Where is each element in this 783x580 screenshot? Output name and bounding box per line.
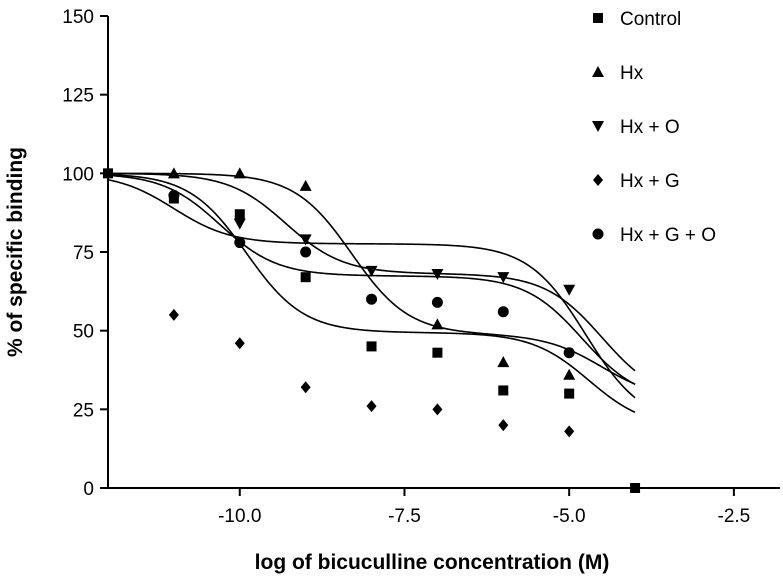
legend-marker-hx-g-o <box>592 228 604 240</box>
legend-label-control: Control <box>620 9 681 30</box>
data-point-hx-g-o <box>497 306 509 318</box>
legend-marker-hx-o <box>592 121 604 132</box>
x-tick-label: -7.5 <box>388 506 421 527</box>
fit-curve-hx-g-o <box>107 173 636 414</box>
data-point-control <box>366 341 377 352</box>
y-tick-label: 50 <box>73 322 94 343</box>
data-point-hx-g <box>432 403 443 416</box>
y-tick-label: 25 <box>73 400 94 421</box>
legend: Control Hx Hx + O Hx + G Hx + G + O <box>592 9 716 246</box>
data-point-hx-g <box>168 308 179 321</box>
data-point-hx-o <box>233 218 246 230</box>
axes: 0 25 50 75 100 125 150 -10.0 -7.5 -5.0 -2.5 <box>62 7 780 527</box>
y-tick-label: 150 <box>62 7 94 28</box>
data-point-hx-g-o <box>300 246 312 258</box>
data-point-hx-o <box>563 284 576 296</box>
data-point-hx <box>497 356 510 368</box>
x-tick-label: -10.0 <box>218 506 261 527</box>
data-point-control <box>432 347 443 358</box>
data-point-hx <box>563 368 576 380</box>
legend-label-hx-g-o: Hx + G + O <box>620 225 716 246</box>
x-tick-label: -5.0 <box>553 506 586 527</box>
data-point-control <box>498 385 509 396</box>
data-point-control <box>564 388 575 399</box>
data-point-hx <box>167 167 180 179</box>
legend-marker-control <box>593 13 603 23</box>
data-point-hx-g <box>366 400 377 413</box>
y-tick-label: 100 <box>62 164 94 185</box>
data-point-hx-g <box>498 419 509 432</box>
fit-curve-hx-o <box>108 172 636 385</box>
data-point-hx-g <box>564 425 575 438</box>
data-point-hx <box>431 318 444 330</box>
data-point-hx-g-o <box>431 296 443 308</box>
data-point-hx-g-o <box>234 237 246 249</box>
data-point-hx-g-o <box>168 189 180 201</box>
y-tick-label: 0 <box>83 479 94 500</box>
data-point-control <box>300 272 311 283</box>
x-axis-title: log of bicuculline concentration (M) <box>255 551 610 574</box>
data-point-hx-g <box>234 337 245 350</box>
data-point-control <box>234 209 245 220</box>
legend-label-hx-g: Hx + G <box>620 171 680 192</box>
data-point-hx <box>233 167 246 179</box>
data-point-hx-o <box>497 272 510 284</box>
x-tick-label: -2.5 <box>718 506 751 527</box>
legend-marker-hx <box>592 66 604 77</box>
legend-marker-hx-g <box>593 174 603 186</box>
data-point-hx-o <box>299 234 312 246</box>
fit-curve-hx-g <box>107 178 636 399</box>
data-point-hx-g-o <box>366 293 378 305</box>
data-points <box>103 167 641 493</box>
data-point-hx-o <box>365 265 378 277</box>
fit-curves <box>107 172 636 414</box>
y-tick-label: 125 <box>62 86 94 107</box>
y-axis-title: % of specific binding <box>4 147 27 357</box>
data-point-hx-o <box>431 269 444 281</box>
legend-label-hx-o: Hx + O <box>620 117 680 138</box>
legend-label-hx: Hx <box>620 63 644 84</box>
data-point-hx <box>299 179 312 191</box>
data-point-hx-g <box>300 381 311 394</box>
data-point-hx-g-o <box>563 347 575 359</box>
y-tick-label: 75 <box>73 243 94 264</box>
